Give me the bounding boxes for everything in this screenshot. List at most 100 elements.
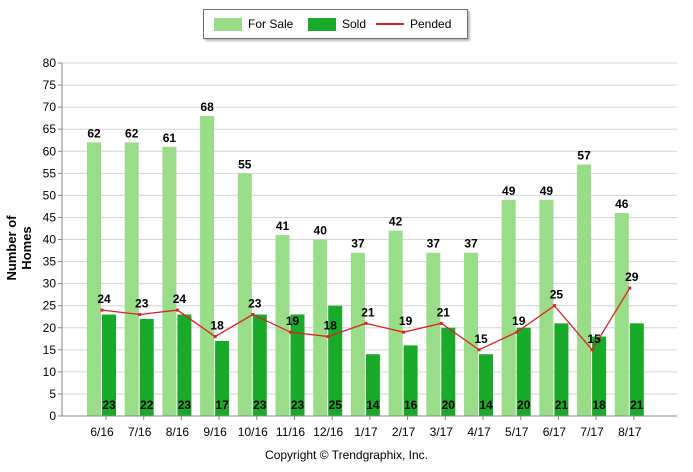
bar-for-sale [238,173,252,416]
bars [87,116,644,416]
bar-for-sale [200,116,214,416]
data-label-for-sale: 62 [125,126,139,140]
x-tick-label: 10/16 [238,425,268,439]
y-tick-label: 65 [43,122,57,136]
y-tick-label: 15 [43,343,57,357]
data-label-pended: 15 [587,332,601,346]
bar-for-sale [426,253,440,416]
x-tick-label: 8/16 [166,425,190,439]
data-label-for-sale: 37 [351,237,365,251]
data-label-for-sale: 62 [87,126,101,140]
data-label-sold: 22 [140,398,154,412]
legend-label-for-sale: For Sale [248,17,293,31]
pended-point [327,335,330,338]
bar-for-sale [351,253,365,416]
bar-for-sale [577,164,591,416]
y-tick-label: 20 [43,321,57,335]
data-label-sold: 23 [291,398,305,412]
x-tick-label: 9/16 [203,425,227,439]
y-tick-label: 40 [43,233,57,247]
legend-item-for-sale: For Sale [214,10,293,38]
x-tick-label: 6/17 [543,425,567,439]
data-label-for-sale: 42 [389,215,403,229]
data-label-pended: 19 [286,314,300,328]
data-label-pended: 24 [97,292,111,306]
pended-point [515,331,518,334]
data-label-sold: 18 [592,398,606,412]
data-label-for-sale: 57 [577,148,591,162]
pended-point [138,313,141,316]
legend-swatch-sold [308,18,336,31]
x-tick-label: 8/17 [618,425,642,439]
y-axis-title: Number of Homes [4,193,34,303]
data-label-sold: 16 [404,398,418,412]
x-tick-label: 12/16 [313,425,343,439]
data-label-pended: 19 [399,314,413,328]
data-label-for-sale: 41 [276,219,290,233]
legend-item-pended: Pended [376,10,451,38]
data-label-pended: 24 [173,292,187,306]
legend-swatch-pended [376,23,404,25]
legend-item-sold: Sold [308,10,366,38]
pended-point [478,348,481,351]
x-tick-label: 5/17 [505,425,529,439]
data-label-sold: 20 [517,398,531,412]
pended-point [251,313,254,316]
data-label-sold: 25 [329,398,343,412]
data-label-pended: 25 [550,288,564,302]
pended-point [176,309,179,312]
pended-point [591,348,594,351]
y-tick-label: 5 [49,387,56,401]
y-tick-label: 60 [43,144,57,158]
y-tick-label: 25 [43,299,57,313]
data-label-pended: 21 [437,305,451,319]
legend-swatch-for-sale [214,18,242,31]
legend-label-pended: Pended [410,17,451,31]
data-label-sold: 14 [479,398,493,412]
x-tick-label: 2/17 [392,425,416,439]
data-label-pended: 23 [248,297,262,311]
x-tick-label: 1/17 [354,425,378,439]
copyright-text: Copyright © Trendgraphix, Inc. [0,448,693,462]
y-tick-label: 45 [43,210,57,224]
data-label-sold: 21 [555,398,569,412]
pended-point [289,331,292,334]
y-tick-label: 10 [43,365,57,379]
data-label-for-sale: 49 [540,184,554,198]
data-label-sold: 20 [442,398,456,412]
data-label-sold: 23 [253,398,267,412]
bar-for-sale [87,142,101,416]
data-label-for-sale: 37 [464,237,478,251]
legend-label-sold: Sold [342,17,366,31]
pended-point [440,322,443,325]
data-label-pended: 23 [135,297,149,311]
data-label-for-sale: 46 [615,197,629,211]
data-label-pended: 15 [474,332,488,346]
x-tick-label: 3/17 [430,425,454,439]
data-label-sold: 21 [630,398,644,412]
data-label-sold: 23 [102,398,116,412]
bar-for-sale [615,213,629,416]
data-label-pended: 21 [361,305,375,319]
data-label-for-sale: 37 [427,237,441,251]
y-tick-label: 0 [49,409,56,423]
x-tick-label: 7/17 [580,425,604,439]
data-label-pended: 18 [324,319,338,333]
bar-for-sale [162,147,176,416]
data-label-for-sale: 40 [314,224,328,238]
data-label-for-sale: 55 [238,157,252,171]
y-tick-label: 35 [43,255,57,269]
data-label-sold: 23 [178,398,192,412]
pended-point [364,322,367,325]
x-tick-label: 7/16 [128,425,152,439]
y-tick-label: 50 [43,188,57,202]
data-label-pended: 29 [625,270,639,284]
chart: 051015202530354045505560657075806/16 7/16… [0,0,693,472]
pended-point [402,331,405,334]
pended-point [101,309,104,312]
y-tick-label: 75 [43,78,57,92]
data-label-for-sale: 61 [163,131,177,145]
y-tick-label: 30 [43,277,57,291]
pended-point [214,335,217,338]
data-label-sold: 17 [215,398,229,412]
